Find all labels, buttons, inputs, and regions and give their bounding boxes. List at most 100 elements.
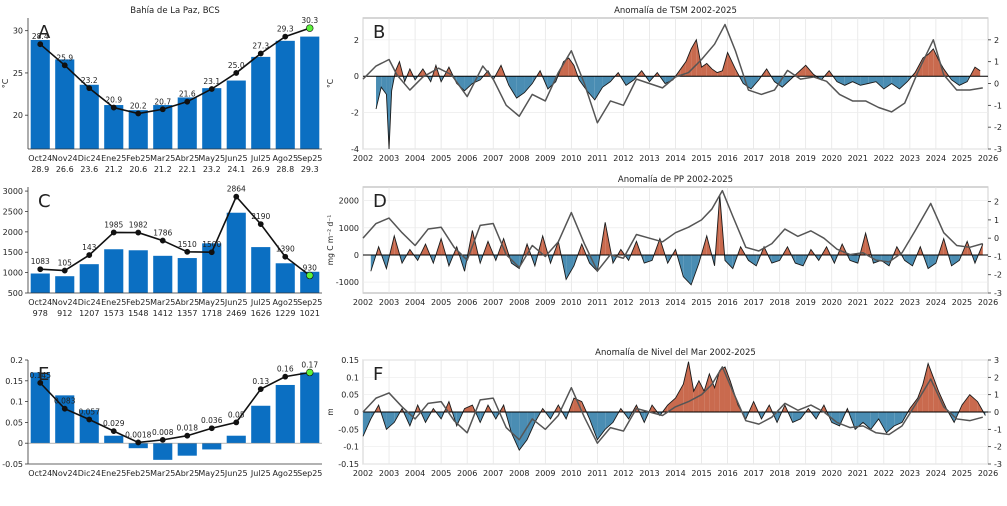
- positive-anomaly-area: [717, 70, 723, 77]
- negative-anomaly-area: [894, 412, 903, 426]
- line-value-label: 2864: [227, 185, 246, 194]
- x-tick-label: 2002: [353, 298, 373, 307]
- x-tick-label: 2025: [952, 469, 972, 478]
- positive-anomaly-area: [568, 58, 574, 77]
- line-value-label: 30.3: [301, 16, 318, 25]
- y-tick-label: 2000: [339, 197, 359, 206]
- y2-tick-label: -1: [994, 101, 1002, 110]
- x-tick-label: Nov24: [52, 154, 78, 163]
- panel-C: 500 1000 1500 2000 2500 3000 Oct24 978 Nov24 912 D…: [3, 185, 323, 318]
- negative-anomaly-area: [881, 254, 890, 266]
- index-line: [362, 189, 983, 272]
- negative-anomaly-area: [626, 76, 634, 86]
- bar-value-label: 29.3: [301, 165, 319, 174]
- negative-anomaly-area: [602, 76, 611, 88]
- negative-anomaly-area: [691, 254, 699, 285]
- x-tick-label: 2002: [353, 154, 373, 163]
- negative-anomaly-area: [836, 76, 845, 86]
- negative-anomaly-area: [951, 254, 960, 266]
- line-point: [282, 253, 289, 260]
- x-tick-label: Jul25: [250, 469, 271, 478]
- line-point: [86, 85, 93, 92]
- x-tick-label: 2011: [587, 154, 607, 163]
- y-tick-label: 0.15: [341, 356, 359, 365]
- x-tick-label: 2016: [717, 469, 737, 478]
- line-value-label: 0.057: [79, 407, 101, 416]
- bar-value-label: 23.6: [80, 165, 98, 174]
- x-tick-label: Jun25: [224, 469, 248, 478]
- x-tick-label: Dic24: [78, 469, 101, 478]
- line-value-label: 23.2: [81, 76, 98, 85]
- negative-anomaly-area: [594, 76, 603, 100]
- negative-anomaly-area: [748, 254, 757, 266]
- line-value-label: 0.05: [228, 410, 245, 419]
- x-tick-label: 2005: [431, 469, 451, 478]
- x-tick-label: Feb25: [126, 298, 150, 307]
- line-value-label: 1390: [276, 245, 295, 254]
- x-tick-label: 2021: [848, 469, 868, 478]
- x-tick-label: 2017: [743, 298, 763, 307]
- y-tick-label: 25: [13, 69, 23, 78]
- x-tick-label: 2020: [822, 298, 842, 307]
- bar-value-label: 912: [57, 309, 72, 318]
- x-tick-label: 2018: [769, 469, 789, 478]
- bar: [30, 273, 50, 293]
- line-value-label: 21.6: [179, 90, 196, 99]
- x-tick-label: 2006: [457, 469, 477, 478]
- y-tick-label: 1000: [339, 224, 359, 233]
- x-tick-label: 2014: [665, 298, 685, 307]
- bar: [30, 372, 50, 444]
- bar: [202, 243, 222, 293]
- line-value-label: 0.16: [277, 365, 294, 374]
- line-value-label: 0.008: [152, 428, 174, 437]
- y-tick-label: -1000: [336, 278, 359, 287]
- x-tick-label: 2009: [535, 469, 555, 478]
- line-point: [86, 252, 93, 258]
- negative-anomaly-area: [386, 412, 395, 430]
- bar-value-label: 1229: [275, 309, 295, 318]
- line-value-label: 1786: [153, 229, 172, 238]
- negative-anomaly-area: [456, 76, 465, 91]
- negative-anomaly-area: [511, 412, 520, 451]
- negative-anomaly-area: [665, 76, 673, 84]
- plot-area: [28, 18, 322, 149]
- y-tick-label: -4: [351, 145, 359, 154]
- x-tick-label: Sep25: [297, 469, 322, 478]
- x-tick-label: 2012: [613, 469, 633, 478]
- bar: [79, 264, 99, 293]
- negative-anomaly-area: [724, 254, 733, 269]
- y-tick-label: 500: [8, 289, 23, 298]
- bar-value-label: 21.2: [154, 165, 172, 174]
- y2-tick-label: -2: [994, 271, 1002, 280]
- x-tick-label: 2008: [509, 469, 529, 478]
- line-value-label: 25.0: [228, 61, 245, 70]
- line-value-label: 105: [58, 259, 73, 268]
- x-tick-label: Jun25: [224, 154, 248, 163]
- positive-anomaly-area: [693, 380, 699, 412]
- x-tick-label: 2007: [483, 469, 503, 478]
- bar: [79, 84, 99, 149]
- line-value-label: 930: [303, 263, 318, 272]
- negative-anomaly-area: [860, 76, 869, 86]
- negative-anomaly-area: [519, 412, 528, 451]
- negative-anomaly-area: [904, 254, 913, 266]
- line-point: [61, 267, 68, 274]
- line-value-label: 0.029: [103, 419, 125, 428]
- x-tick-label: 2010: [561, 298, 581, 307]
- line-value-label: 0.083: [54, 397, 76, 406]
- climatology-line: [40, 195, 311, 277]
- y-tick-label: 0: [354, 72, 359, 81]
- x-tick-label: 2020: [822, 469, 842, 478]
- negative-anomaly-area: [891, 76, 900, 89]
- bar: [177, 97, 197, 149]
- negative-anomaly-area: [899, 76, 908, 89]
- line-point: [86, 416, 93, 423]
- x-tick-label: Feb25: [126, 154, 150, 163]
- line-point: [233, 193, 240, 200]
- line-point: [110, 104, 117, 111]
- y-axis-label: m: [326, 408, 335, 415]
- x-tick-label: 2024: [926, 298, 946, 307]
- positive-anomaly-area: [933, 48, 939, 77]
- x-tick-label: 2026: [978, 154, 998, 163]
- y2-tick-label: -3: [994, 460, 1002, 469]
